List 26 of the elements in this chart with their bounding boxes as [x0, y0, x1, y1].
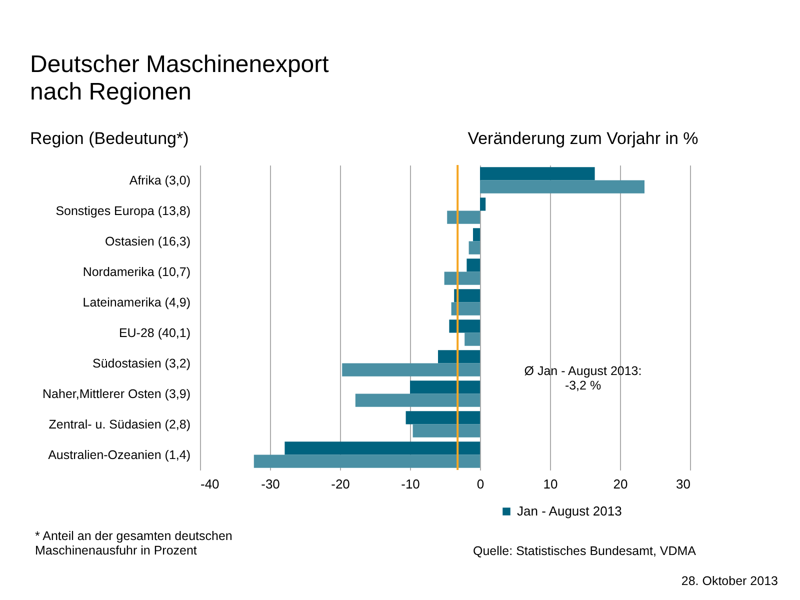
y-axis-title: Region (Bedeutung*) — [30, 129, 189, 148]
y-tick-label: Südostasien (3,2) — [92, 356, 190, 370]
x-tick-label: 30 — [676, 476, 690, 492]
x-tick-label: 10 — [543, 476, 558, 492]
y-tick-label: Sonstiges Europa (13,8) — [56, 204, 190, 218]
annotation: Ø Jan - August 2013: -3,2 % — [524, 364, 642, 392]
text: 28. Oktober 2013 — [681, 574, 778, 588]
x-tick-label: -20 — [331, 476, 350, 492]
x-tick-label: -10 — [401, 476, 420, 492]
y-tick-label: EU-28 (40,1) — [118, 326, 190, 340]
x-tick-label: 0 — [476, 476, 484, 492]
y-tick-label: Australien-Ozeanien (1,4) — [48, 448, 190, 462]
x-tick-label: 20 — [613, 476, 628, 492]
y-tick-label: Afrika (3,0) — [129, 173, 190, 188]
y-tick-label: Ostasien (16,3) — [105, 234, 190, 248]
y-tick-label: Lateinamerika (4,9) — [82, 295, 190, 310]
y-tick-label: Zentral- u. Südasien (2,8) — [48, 417, 190, 432]
x-tick-label: -30 — [261, 476, 280, 492]
text: * Anteil an der gesamten deutschen Maschinenausfuhr in Prozent — [35, 529, 232, 558]
x-axis-title: Veränderung zum Vorjahr in % — [468, 129, 698, 148]
y-tick-label: Nordamerika (10,7) — [82, 264, 190, 279]
y-tick-label: Naher,Mittlerer Osten (3,9) — [42, 386, 190, 401]
x-tick-label: -40 — [200, 476, 220, 492]
chart-title: Deutscher Maschinenexport nach Regionen — [30, 51, 330, 106]
source-note: Quelle: Statistisches Bundesamt, VDMA — [473, 544, 697, 558]
legend-label: Jan - August 2013 — [517, 504, 622, 518]
